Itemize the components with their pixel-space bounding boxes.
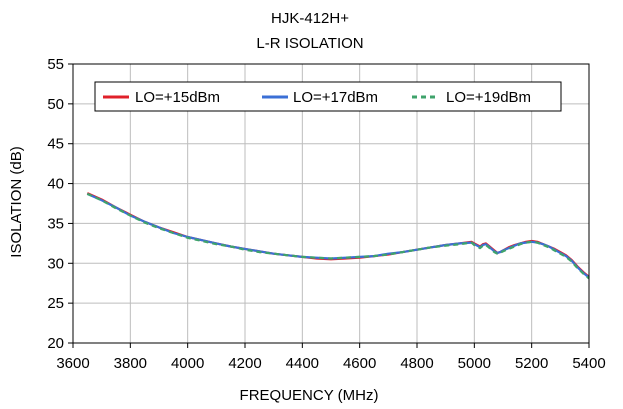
x-tick-label: 3800 [114,355,147,372]
x-tick-label: 5200 [515,355,548,372]
y-tick-label: 40 [47,176,64,193]
y-tick-label: 45 [47,136,64,153]
chart-subtitle: L-R ISOLATION [256,35,363,52]
y-axis-title: ISOLATION (dB) [8,146,25,257]
x-tick-label: 4600 [343,355,376,372]
x-tick-label: 5400 [572,355,605,372]
legend-label-lo17: LO=+17dBm [293,89,378,106]
series-line-lo15 [86,192,590,278]
series-line-lo17 [86,192,590,279]
y-tick-label: 55 [47,56,64,73]
legend-label-lo15: LO=+15dBm [135,89,220,106]
legend-label-lo19: LO=+19dBm [446,89,531,106]
y-tick-label: 20 [47,335,64,352]
x-tick-label: 4200 [228,355,261,372]
series-layer [86,192,590,280]
x-tick-label: 5000 [458,355,491,372]
x-tick-label: 4800 [400,355,433,372]
y-tick-label: 50 [47,96,64,113]
x-tick-label: 4000 [171,355,204,372]
chart-title: HJK-412H+ [271,10,349,27]
y-tick-label: 25 [47,295,64,312]
legend: LO=+15dBm LO=+17dBm LO=+19dBm [94,81,562,112]
x-tick-labels: 3600 3800 4000 4200 4400 4600 4800 5000 5200 5400 [56,343,606,372]
x-tick-label: 3600 [56,355,89,372]
plot-frame [72,63,590,344]
series-line-lo19 [86,192,590,280]
x-tick-label: 4400 [286,355,319,372]
y-tick-label: 30 [47,255,64,272]
y-tick-labels: 20 25 30 35 40 45 50 55 [47,56,73,352]
y-tick-label: 35 [47,215,64,232]
x-axis-title: FREQUENCY (MHz) [240,387,379,404]
legend-box [94,81,562,112]
